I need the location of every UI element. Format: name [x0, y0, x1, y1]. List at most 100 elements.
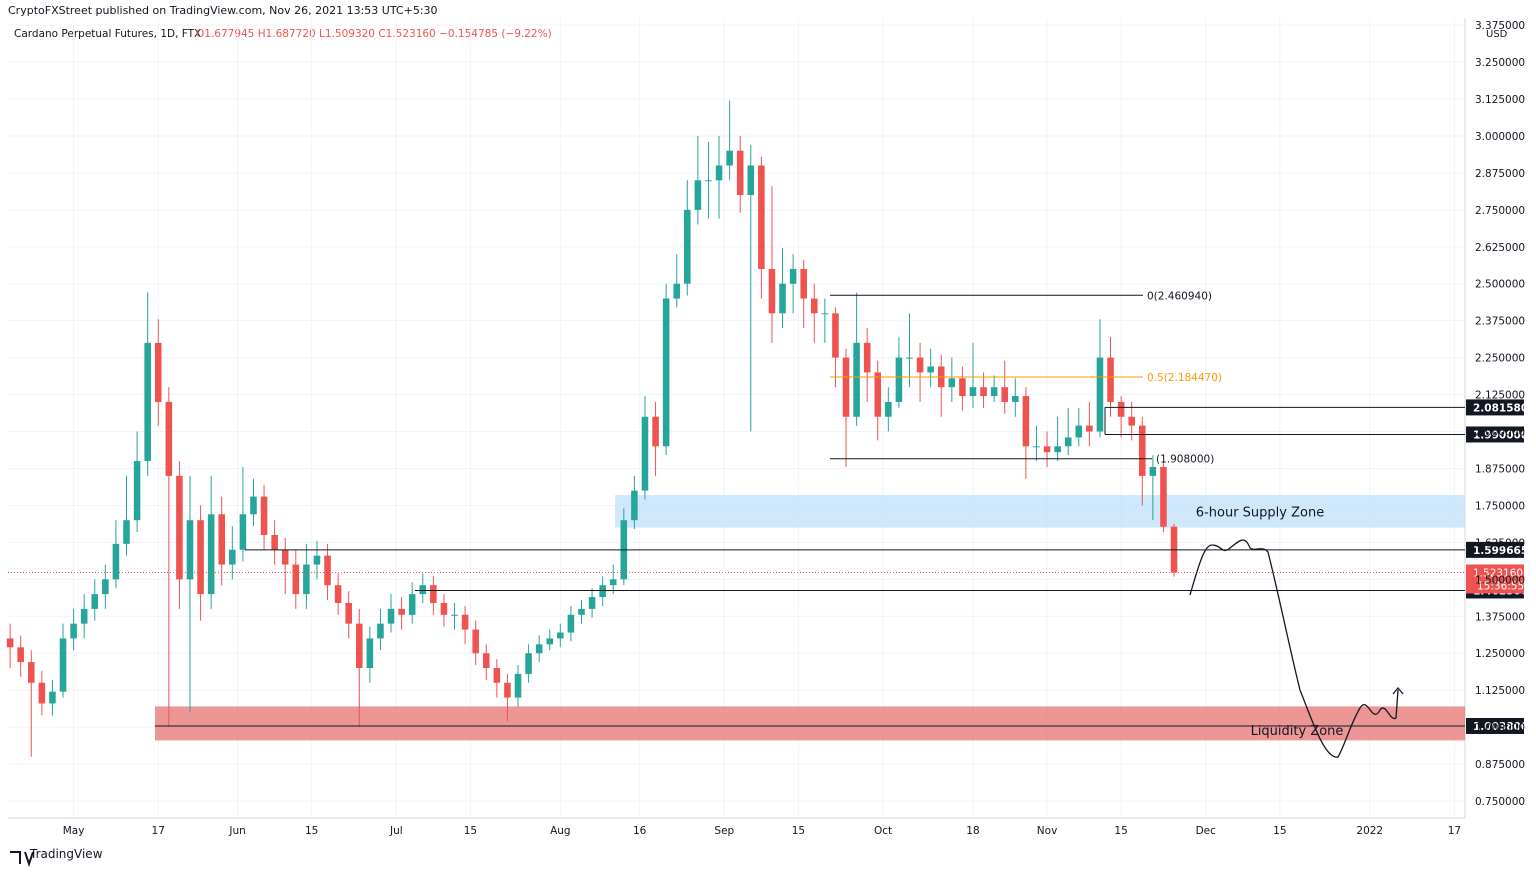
brand-logo — [10, 851, 34, 868]
candle-body — [525, 653, 532, 674]
candle-body — [906, 357, 913, 359]
candle-body — [197, 520, 204, 595]
candle-body — [49, 691, 56, 704]
level-label: 1.003800 — [1473, 721, 1528, 733]
candle-body — [1054, 446, 1061, 453]
y-tick-label: 3.125000 — [1475, 94, 1525, 106]
candle-body — [493, 667, 501, 683]
candle-body — [334, 585, 342, 603]
candle-body — [313, 555, 321, 565]
candle-body — [694, 180, 702, 210]
candle-body — [38, 682, 46, 704]
level-tag — [1466, 399, 1524, 416]
fib-label: 0.5(2.184470) — [1147, 372, 1222, 384]
candle-body — [1139, 425, 1146, 476]
candle-body — [6, 638, 14, 648]
y-tick-label: 2.375000 — [1475, 316, 1525, 328]
zone-label: Liquidity Zone — [1251, 724, 1344, 739]
x-tick-label: 15 — [1114, 825, 1127, 837]
fib-label: (1.908000) — [1156, 454, 1214, 466]
candle-body — [842, 357, 850, 417]
fib-label: 0(2.460940) — [1147, 290, 1212, 302]
x-tick-label: 2022 — [1356, 825, 1383, 837]
y-tick-label: 0.750000 — [1475, 796, 1525, 808]
y-tick-label: 3.375000 — [1475, 20, 1525, 32]
y-tick-label: 2.625000 — [1475, 242, 1525, 254]
candle-body — [482, 653, 490, 668]
y-tick-label: 2.500000 — [1475, 279, 1525, 291]
candle-body — [969, 387, 977, 397]
candle-body — [102, 579, 109, 595]
candle-body — [779, 283, 786, 314]
x-tick-label: 15 — [464, 825, 477, 837]
candle-body — [387, 608, 395, 624]
candle-body — [461, 614, 469, 630]
level-label: 1.599665 — [1473, 545, 1528, 557]
y-tick-label: 1.125000 — [1475, 685, 1525, 697]
candle-body — [377, 623, 384, 639]
candle-body — [504, 682, 511, 698]
x-tick-label: Jun — [228, 825, 245, 837]
x-tick-label: Nov — [1037, 825, 1058, 837]
candle-body — [631, 490, 638, 521]
candle-body — [80, 608, 88, 624]
candle-body — [916, 357, 924, 373]
candle-body — [609, 579, 617, 586]
candle-body — [673, 283, 680, 299]
candle-body — [408, 594, 416, 615]
candle-body — [1043, 446, 1051, 453]
x-tick-label: Oct — [874, 825, 892, 837]
currency: USD — [1486, 29, 1508, 40]
candle-body — [747, 165, 755, 196]
level-tag — [1466, 541, 1524, 558]
brand: TradingView — [29, 847, 103, 861]
x-tick-label: 17 — [1448, 825, 1461, 837]
candle-body — [17, 647, 24, 663]
countdown: 15:36:55 — [1477, 580, 1524, 592]
candle-body — [927, 366, 934, 373]
candle-body — [366, 638, 374, 668]
candle-body — [1149, 466, 1157, 476]
candle-body — [980, 387, 987, 397]
y-tick-label: 3.250000 — [1475, 57, 1525, 69]
candle-body — [800, 268, 807, 299]
candle-body — [133, 461, 141, 521]
candle-body — [578, 608, 585, 615]
zone — [155, 706, 1465, 741]
candle-body — [557, 632, 564, 639]
candle-body — [1160, 466, 1167, 527]
candle-body — [70, 623, 77, 639]
candle-body — [895, 357, 903, 402]
candle-body — [250, 496, 257, 515]
candle-body — [652, 416, 659, 447]
y-tick-label: 2.250000 — [1475, 353, 1525, 365]
candle-body — [345, 602, 352, 624]
candle-body — [123, 520, 130, 544]
x-tick-label: 16 — [633, 825, 647, 837]
candle-body — [356, 623, 363, 668]
x-tick-label: 18 — [966, 825, 979, 837]
candle-body — [292, 564, 300, 595]
candle-body — [144, 342, 151, 462]
candle-body — [419, 585, 427, 595]
candle-body — [154, 342, 162, 402]
candle-body — [1086, 425, 1093, 432]
candle-body — [239, 514, 247, 550]
x-tick-label: Sep — [714, 825, 734, 837]
candle-body — [472, 629, 479, 654]
candle-body — [853, 342, 860, 417]
candle-body — [684, 209, 691, 284]
candle-body — [112, 543, 120, 580]
candle-body — [91, 594, 99, 609]
x-tick-label: Dec — [1196, 825, 1217, 837]
symbol-title: Cardano Perpetual Futures, 1D, FTX — [14, 28, 201, 40]
candle-body — [758, 165, 765, 269]
y-tick-label: 1.375000 — [1475, 611, 1525, 623]
candle-body — [176, 475, 183, 580]
candle-body — [229, 549, 236, 565]
candle-body — [789, 268, 797, 284]
y-tick-label: 2.125000 — [1475, 390, 1525, 402]
y-tick-label: 2.875000 — [1475, 168, 1525, 180]
candle-body — [186, 520, 194, 580]
